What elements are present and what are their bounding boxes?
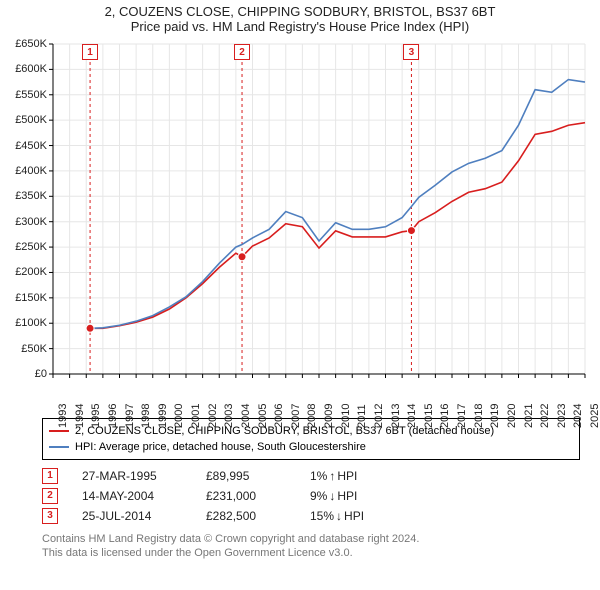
x-axis-tick-label: 2008 xyxy=(306,400,318,428)
arrow-icon: ↑ xyxy=(329,466,335,486)
x-axis-tick-label: 2003 xyxy=(223,400,235,428)
sale-date: 27-MAR-1995 xyxy=(82,466,182,486)
title-subtitle: Price paid vs. HM Land Registry's House … xyxy=(0,19,600,34)
sale-row: 3 25-JUL-2014 £282,500 15% ↓ HPI xyxy=(42,506,580,526)
y-axis-tick-label: £400K xyxy=(7,165,47,177)
y-axis-tick-label: £550K xyxy=(7,89,47,101)
y-axis-tick-label: £200K xyxy=(7,266,47,278)
sale-price: £282,500 xyxy=(206,506,286,526)
x-axis-tick-label: 1998 xyxy=(140,400,152,428)
sale-suffix: HPI xyxy=(337,466,357,486)
sales-table: 1 27-MAR-1995 £89,995 1% ↑ HPI 2 14-MAY-2004 £… xyxy=(42,466,580,526)
y-axis-tick-label: £0 xyxy=(7,368,47,380)
sale-suffix: HPI xyxy=(344,506,364,526)
y-axis-tick-label: £600K xyxy=(7,63,47,75)
attribution-line-2: This data is licensed under the Open Gov… xyxy=(42,546,580,560)
x-axis-tick-label: 2022 xyxy=(539,400,551,428)
y-axis-tick-label: £500K xyxy=(7,114,47,126)
sale-pct: 1% xyxy=(310,466,327,486)
x-axis-tick-label: 1994 xyxy=(74,400,86,428)
x-axis-tick-label: 2002 xyxy=(207,400,219,428)
x-axis-tick-label: 2000 xyxy=(173,400,185,428)
sale-hpi-diff: 9% ↓ HPI xyxy=(310,486,357,506)
x-axis-tick-label: 2021 xyxy=(523,400,535,428)
legend-swatch xyxy=(49,430,69,432)
x-axis-tick-label: 2023 xyxy=(556,400,568,428)
sale-date: 25-JUL-2014 xyxy=(82,506,182,526)
sale-row: 2 14-MAY-2004 £231,000 9% ↓ HPI xyxy=(42,486,580,506)
y-axis-tick-label: £650K xyxy=(7,38,47,50)
sale-marker-box: 2 xyxy=(234,44,250,60)
x-axis-tick-label: 2009 xyxy=(323,400,335,428)
sale-date: 14-MAY-2004 xyxy=(82,486,182,506)
arrow-icon: ↓ xyxy=(336,506,342,526)
title-address: 2, COUZENS CLOSE, CHIPPING SODBURY, BRIS… xyxy=(0,4,600,19)
x-axis-tick-label: 2024 xyxy=(572,400,584,428)
legend-swatch xyxy=(49,446,69,448)
sale-marker-icon: 2 xyxy=(42,488,58,504)
x-axis-tick-label: 2005 xyxy=(257,400,269,428)
x-axis-tick-label: 1997 xyxy=(124,400,136,428)
x-axis-tick-label: 2016 xyxy=(439,400,451,428)
sale-suffix: HPI xyxy=(337,486,357,506)
x-axis-tick-label: 2010 xyxy=(340,400,352,428)
y-axis-tick-label: £100K xyxy=(7,317,47,329)
sale-marker-box: 3 xyxy=(403,44,419,60)
x-axis-tick-label: 2007 xyxy=(290,400,302,428)
y-axis-tick-label: £150K xyxy=(7,292,47,304)
page-container: 2, COUZENS CLOSE, CHIPPING SODBURY, BRIS… xyxy=(0,0,600,590)
arrow-icon: ↓ xyxy=(329,486,335,506)
x-axis-tick-label: 2004 xyxy=(240,400,252,428)
x-axis-tick-label: 2018 xyxy=(473,400,485,428)
x-axis-tick-label: 2001 xyxy=(190,400,202,428)
attribution-text: Contains HM Land Registry data © Crown c… xyxy=(42,532,580,560)
attribution-line-1: Contains HM Land Registry data © Crown c… xyxy=(42,532,580,546)
x-axis-tick-label: 2006 xyxy=(273,400,285,428)
sale-hpi-diff: 1% ↑ HPI xyxy=(310,466,357,486)
y-axis-tick-label: £450K xyxy=(7,140,47,152)
sale-marker-icon: 1 xyxy=(42,468,58,484)
x-axis-tick-label: 2025 xyxy=(589,400,600,428)
sale-row: 1 27-MAR-1995 £89,995 1% ↑ HPI xyxy=(42,466,580,486)
y-axis-tick-label: £300K xyxy=(7,216,47,228)
sale-marker-box: 1 xyxy=(82,44,98,60)
y-axis-tick-label: £250K xyxy=(7,241,47,253)
x-axis-tick-label: 1999 xyxy=(157,400,169,428)
x-axis-tick-label: 1995 xyxy=(90,400,102,428)
sale-pct: 15% xyxy=(310,506,334,526)
x-axis-tick-label: 2017 xyxy=(456,400,468,428)
x-axis-tick-label: 2012 xyxy=(373,400,385,428)
chart-area: £0 £50K £100K £150K £200K £250K £300K £350K £400… xyxy=(5,34,595,414)
x-axis-tick-label: 1993 xyxy=(57,400,69,428)
x-axis-tick-label: 1996 xyxy=(107,400,119,428)
sale-price: £231,000 xyxy=(206,486,286,506)
x-axis-tick-label: 2013 xyxy=(390,400,402,428)
sale-price: £89,995 xyxy=(206,466,286,486)
title-block: 2, COUZENS CLOSE, CHIPPING SODBURY, BRIS… xyxy=(0,0,600,34)
sale-marker-icon: 3 xyxy=(42,508,58,524)
y-axis-tick-label: £50K xyxy=(7,343,47,355)
x-axis-tick-label: 2019 xyxy=(489,400,501,428)
x-axis-tick-label: 2020 xyxy=(506,400,518,428)
line-chart-svg xyxy=(5,34,595,414)
sale-hpi-diff: 15% ↓ HPI xyxy=(310,506,364,526)
legend-label: HPI: Average price, detached house, Sout… xyxy=(75,439,366,455)
sale-pct: 9% xyxy=(310,486,327,506)
x-axis-tick-label: 2014 xyxy=(406,400,418,428)
y-axis-tick-label: £350K xyxy=(7,190,47,202)
x-axis-tick-label: 2015 xyxy=(423,400,435,428)
x-axis-tick-label: 2011 xyxy=(356,400,368,428)
legend-item: HPI: Average price, detached house, Sout… xyxy=(49,439,573,455)
